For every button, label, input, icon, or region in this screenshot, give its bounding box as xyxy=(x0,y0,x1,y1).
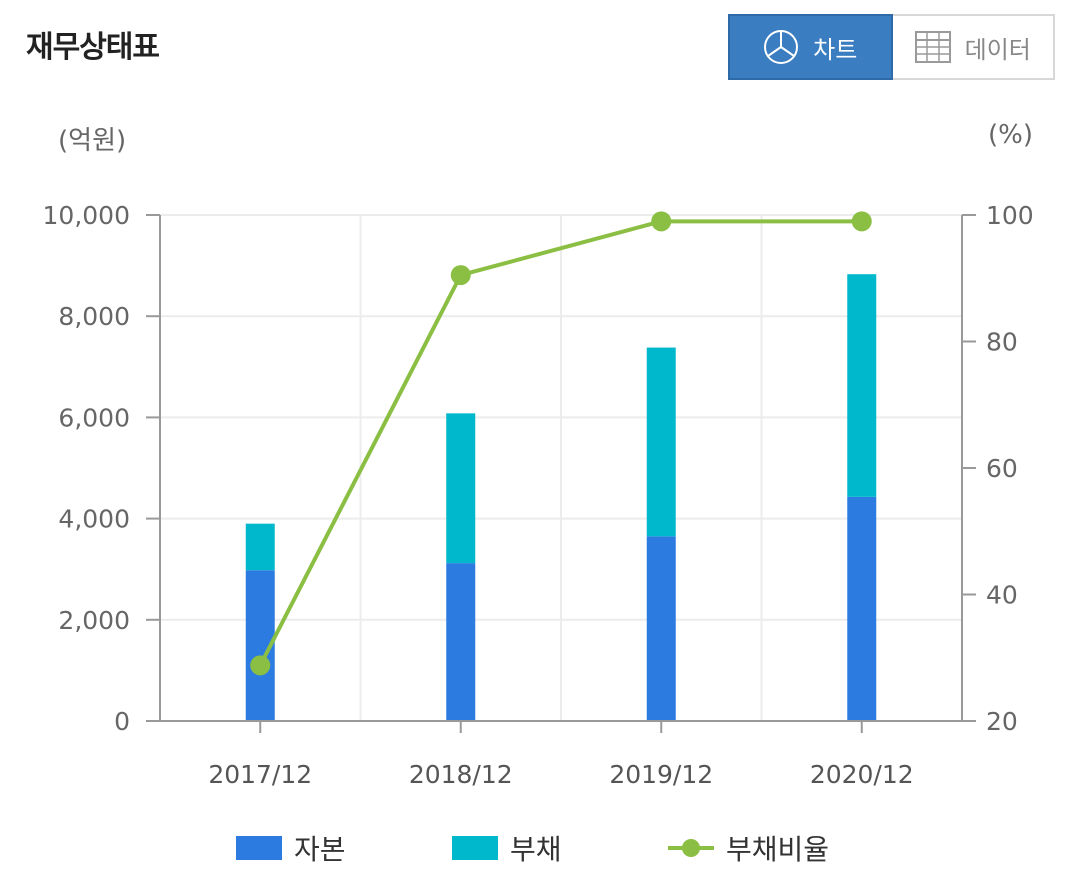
bar-segment xyxy=(446,563,476,721)
debt-ratio-point xyxy=(450,265,471,286)
bar-segment xyxy=(847,496,877,721)
x-axis-tick-label: 2018/12 xyxy=(409,760,513,789)
data-view-label: 데이터 xyxy=(964,35,1031,64)
legend-item-equity[interactable]: 자본 xyxy=(236,828,346,868)
table-icon xyxy=(914,31,951,63)
view-toggle: 차트 데이터 xyxy=(728,14,1055,80)
chart-title: 재무상태표 xyxy=(26,30,160,65)
right-axis-tick-label: 40 xyxy=(986,581,1018,610)
legend-item-debt-ratio[interactable]: 부채비율 xyxy=(668,828,829,868)
pie-chart-icon xyxy=(764,30,799,64)
bar-segment xyxy=(847,274,877,497)
debt-ratio-point xyxy=(851,211,872,232)
chart-view-button[interactable]: 차트 xyxy=(728,14,893,80)
bar-segment xyxy=(646,347,676,537)
right-axis-unit: (%) xyxy=(988,120,1033,150)
x-axis-tick-label: 2020/12 xyxy=(810,760,914,789)
bar-segment xyxy=(446,413,476,564)
data-view-button[interactable]: 데이터 xyxy=(892,14,1055,80)
left-axis-tick-label: 8,000 xyxy=(58,302,130,331)
left-axis-tick-label: 6,000 xyxy=(58,403,130,432)
right-axis-tick-label: 60 xyxy=(986,454,1018,483)
left-axis-tick-label: 0 xyxy=(114,707,130,736)
left-axis-unit: (억원) xyxy=(58,126,127,156)
chart-view-label: 차트 xyxy=(813,35,858,64)
x-axis-tick-label: 2019/12 xyxy=(609,760,713,789)
legend-swatch-equity xyxy=(236,836,282,860)
debt-ratio-point xyxy=(250,655,271,676)
legend-item-debt[interactable]: 부채 xyxy=(452,828,562,868)
legend-marker-debt-ratio xyxy=(668,839,714,857)
debt-ratio-point xyxy=(651,211,672,232)
legend-label-equity: 자본 xyxy=(294,833,346,866)
left-axis-tick-label: 2,000 xyxy=(58,606,130,635)
bar-segment xyxy=(646,536,676,721)
right-axis-tick-label: 20 xyxy=(986,707,1018,736)
legend-swatch-debt xyxy=(452,836,498,860)
bar-segment xyxy=(245,523,275,571)
debt-ratio-line xyxy=(258,219,862,667)
left-axis-tick-label: 10,000 xyxy=(43,201,130,230)
right-axis-tick-label: 80 xyxy=(986,328,1018,357)
legend-label-debt: 부채 xyxy=(510,833,562,866)
right-axis-tick-label: 100 xyxy=(986,201,1034,230)
legend-label-debt-ratio: 부채비율 xyxy=(726,833,830,866)
left-axis-tick-label: 4,000 xyxy=(58,505,130,534)
x-axis-tick-label: 2017/12 xyxy=(208,760,312,789)
